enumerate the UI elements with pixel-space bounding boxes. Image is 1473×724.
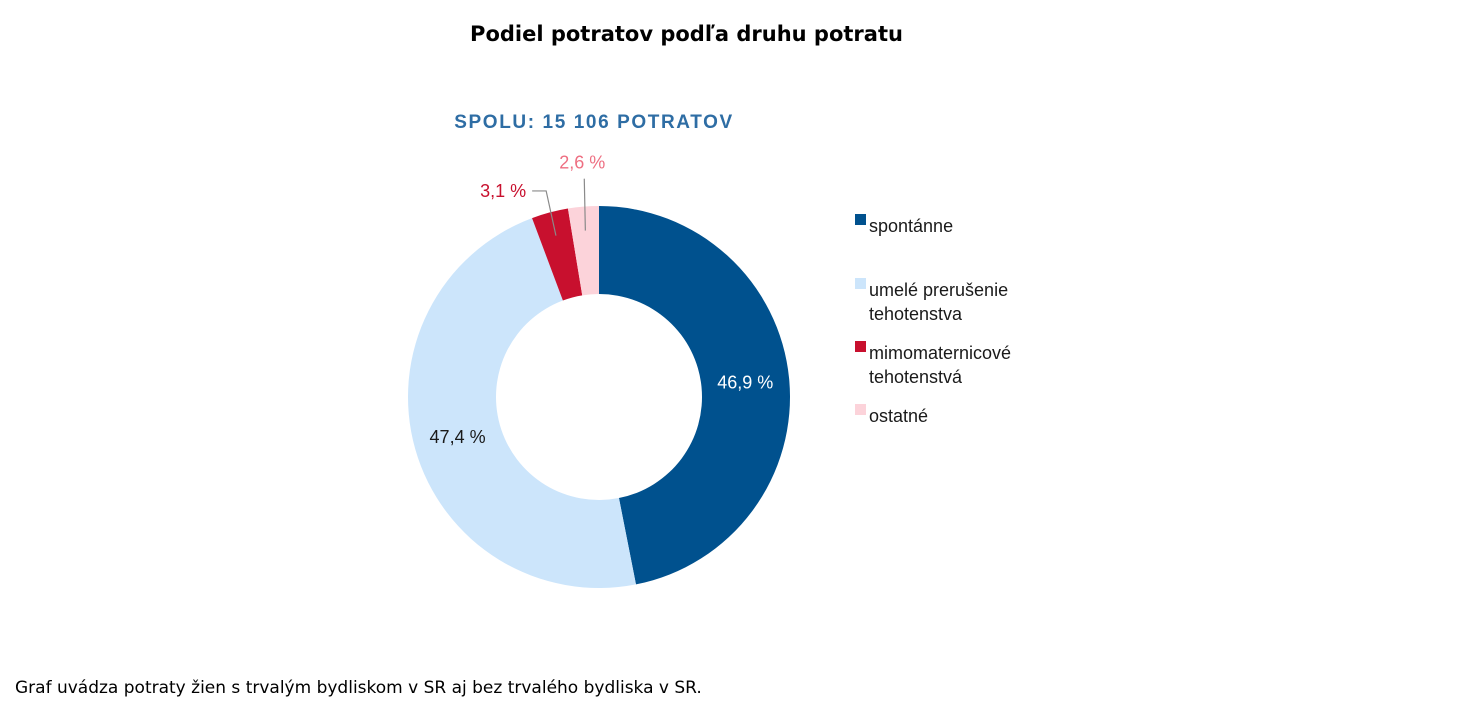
data-label-umele-prerusenie-tehotenstva: 47,4 % (430, 427, 486, 447)
legend-item-umele-prerusenie-tehotenstva: umelé prerušenie tehotenstva (855, 278, 1008, 324)
data-label-spontanne: 46,9 % (717, 373, 773, 393)
legend-item-mimomaternicove-tehotenstva: mimomaternicové tehotenstvá (855, 341, 1011, 387)
legend-label: mimomaternicové (869, 343, 1011, 363)
legend-label: spontánne (869, 216, 953, 236)
leader-line-mimomaternicove-tehotenstva (532, 190, 557, 236)
data-label-ostatne: 2,6 % (559, 153, 605, 173)
legend-label: umelé prerušenie (869, 280, 1008, 300)
slices-layer (408, 206, 791, 589)
data-labels: 46,9 % 47,4 % 3,1 % 2,6 % (430, 153, 774, 447)
legend-item-ostatne: ostatné (855, 404, 928, 426)
legend-swatch-umele-prerusenie-tehotenstva (855, 278, 866, 289)
slice-ostatne (567, 206, 599, 296)
legend-item-spontanne: spontánne (855, 214, 953, 236)
slice-spontanne (599, 206, 791, 585)
legend: spontánne umelé prerušenie tehotenstva mimo… (855, 214, 1011, 426)
chart-subtitle: SPOLU: 15 106 POTRATOV (454, 112, 733, 133)
slice-mimomaternicove-tehotenstva (532, 208, 583, 301)
footnote: Graf uvádza potraty žien s trvalým bydli… (15, 678, 702, 698)
legend-swatch-spontanne (855, 214, 866, 225)
legend-label: tehotenstvá (869, 367, 963, 387)
page-title: Podiel potratov podľa druhu potratu (470, 22, 903, 46)
legend-label: ostatné (869, 406, 928, 426)
leader-lines (532, 178, 586, 236)
data-label-mimomaternicove-tehotenstva: 3,1 % (480, 181, 526, 201)
legend-swatch-mimomaternicove-tehotenstva (855, 341, 866, 352)
legend-swatch-ostatne (855, 404, 866, 415)
leader-line-ostatne (583, 178, 586, 231)
slice-umele-prerusenie-tehotenstva (408, 218, 636, 589)
legend-label: tehotenstva (869, 304, 963, 324)
